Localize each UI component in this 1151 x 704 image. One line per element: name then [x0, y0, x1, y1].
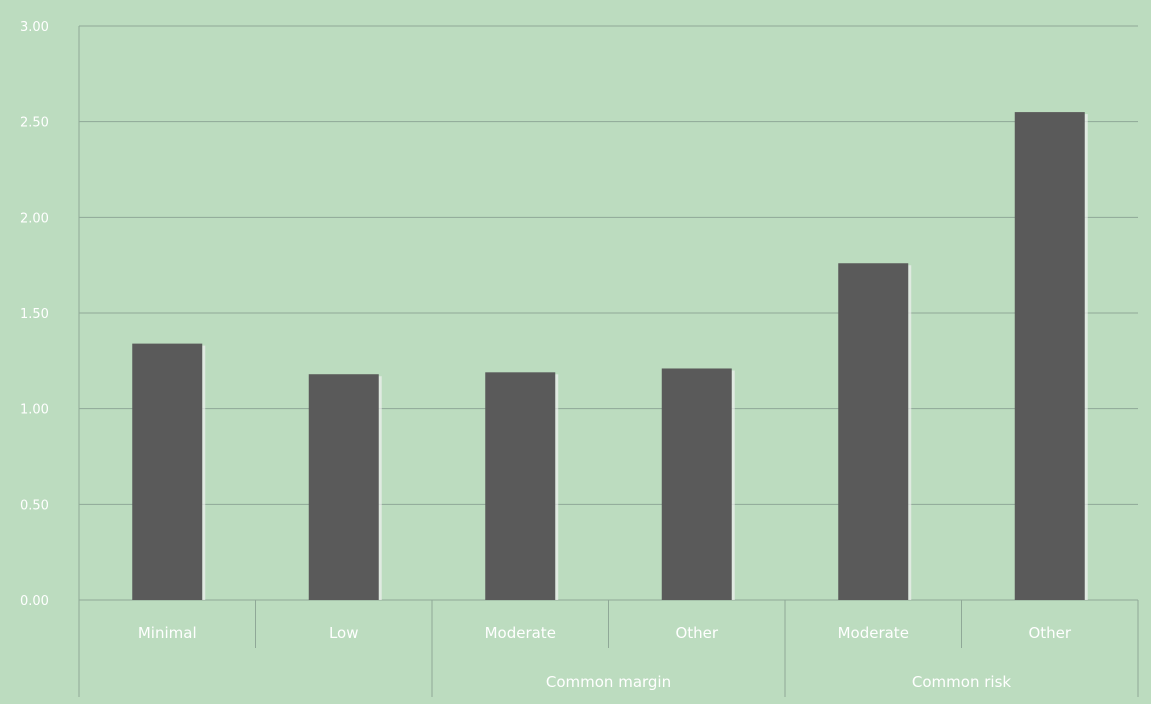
- x-axis: Minimal Low Moderate Other Moderate Other Comm…: [138, 600, 1139, 697]
- y-tick-label: 2.50: [20, 116, 49, 131]
- bars: [132, 112, 1088, 600]
- bar: [308, 374, 379, 600]
- y-tick-label: 2.00: [20, 211, 49, 226]
- x-category-label: Other: [675, 624, 718, 642]
- y-tick-label: 1.00: [20, 403, 49, 418]
- x-group-label: Common margin: [546, 673, 671, 691]
- x-category-label: Minimal: [138, 624, 197, 642]
- y-tick-label: 3.00: [20, 20, 49, 35]
- bar: [838, 263, 909, 600]
- x-category-label: Other: [1028, 624, 1071, 642]
- x-category-label: Moderate: [485, 624, 556, 642]
- y-tick-label: 0.50: [20, 498, 49, 513]
- bar: [485, 372, 556, 600]
- x-category-label: Moderate: [838, 624, 909, 642]
- bar: [661, 368, 732, 600]
- x-category-label: Low: [329, 624, 359, 642]
- x-group-label: Common risk: [912, 673, 1011, 691]
- bar: [1014, 112, 1085, 600]
- y-tick-label: 0.00: [20, 594, 49, 609]
- y-tick-labels: 0.00 0.50 1.00 1.50 2.00 2.50 3.00: [20, 20, 49, 609]
- y-tick-label: 1.50: [20, 307, 49, 322]
- bar: [132, 343, 203, 600]
